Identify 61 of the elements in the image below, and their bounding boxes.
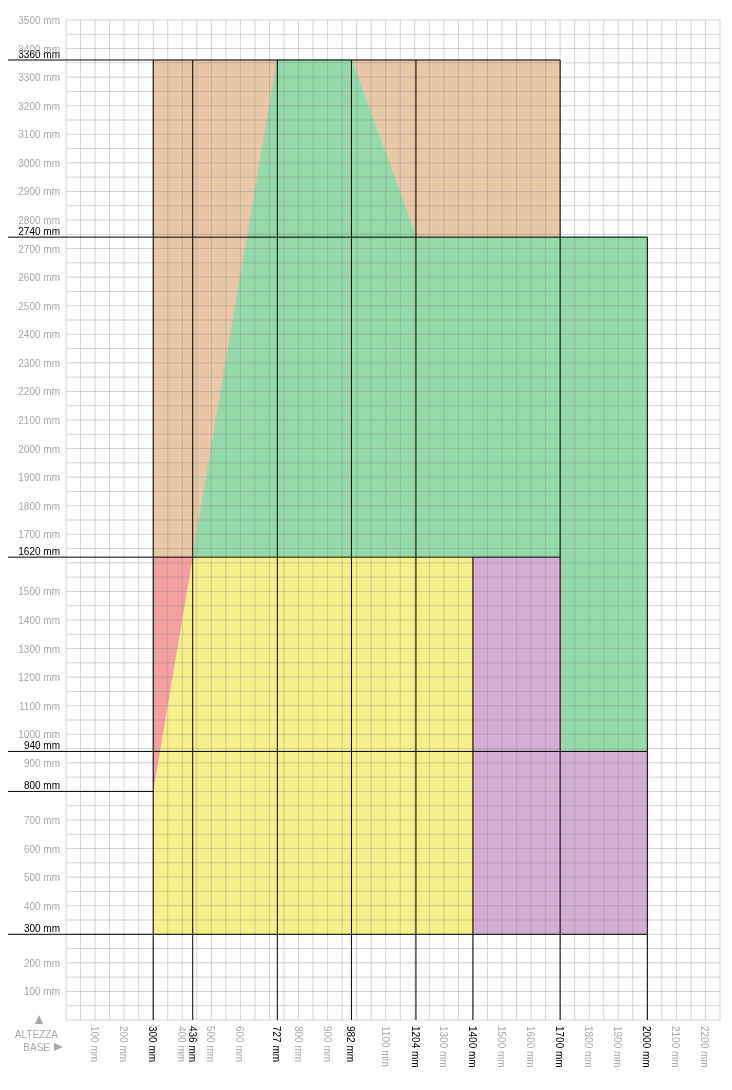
ref-line-label: 2740 mm (18, 226, 60, 238)
x-tick-label: 600 mm (234, 1026, 246, 1063)
x-tick-label: 1300 mm (437, 1026, 449, 1068)
y-tick-label: 3300 mm (18, 72, 60, 84)
ref-line-label: 300 mm (147, 1026, 159, 1063)
y-tick-label: 1700 mm (18, 529, 60, 541)
y-tick-label: 500 mm (23, 872, 60, 884)
ref-line-label: 1204 mm (409, 1026, 421, 1068)
y-tick-label: 900 mm (23, 757, 60, 769)
y-tick-label: 600 mm (23, 843, 60, 855)
ref-line-label: 2000 mm (641, 1026, 653, 1068)
x-axis-title: BASE (23, 1042, 51, 1053)
y-tick-label: 2900 mm (18, 186, 60, 198)
y-tick-label: 1500 mm (18, 586, 60, 598)
x-tick-label: 100 mm (89, 1026, 101, 1063)
y-tick-label: 2300 mm (18, 357, 60, 369)
ref-line-label: 436 mm (186, 1026, 198, 1063)
y-tick-label: 3000 mm (18, 157, 60, 169)
x-tick-label: 1600 mm (525, 1026, 537, 1068)
x-tick-label: 1900 mm (612, 1026, 624, 1068)
ref-line-label: 1700 mm (554, 1026, 566, 1068)
x-tick-label: 1100 mm (379, 1026, 391, 1067)
x-tick-label: 1500 mm (496, 1026, 507, 1068)
ref-line-label: 727 mm (271, 1026, 283, 1063)
ref-line-label: 940 mm (23, 740, 60, 752)
x-tick-label: 500 mm (205, 1026, 217, 1063)
ref-line-label: 800 mm (23, 780, 60, 792)
y-tick-label: 2700 mm (18, 243, 60, 255)
ref-line-label: 300 mm (23, 923, 60, 935)
y-tick-label: 1900 mm (18, 472, 60, 484)
y-axis-title: ALTEZZA (14, 1029, 59, 1040)
y-tick-label: 1300 mm (18, 643, 60, 655)
x-tick-label: 2100 mm (670, 1026, 682, 1068)
x-tick-label: 900 mm (321, 1026, 333, 1063)
y-tick-label: 3100 mm (18, 129, 60, 141)
y-tick-label: 2100 mm (18, 415, 60, 426)
y-tick-label: 2200 mm (18, 386, 60, 398)
y-tick-label: 2800 mm (18, 215, 60, 226)
y-tick-label: 200 mm (23, 957, 60, 969)
y-tick-label: 100 mm (23, 986, 60, 998)
x-tick-label: 400 mm (176, 1026, 188, 1063)
y-tick-label: 1000 mm (18, 729, 60, 741)
ref-line-label: 1400 mm (466, 1026, 478, 1068)
y-tick-label: 1200 mm (18, 672, 60, 684)
x-tick-label: 200 mm (118, 1026, 130, 1063)
y-tick-label: 2000 mm (18, 443, 60, 455)
y-tick-label: 3500 mm (18, 15, 60, 26)
x-tick-label: 2200 mm (699, 1026, 711, 1068)
y-tick-label: 1800 mm (18, 500, 60, 512)
y-tick-label: 400 mm (23, 900, 60, 912)
x-tick-label: 800 mm (292, 1026, 304, 1063)
y-tick-label: 700 mm (23, 815, 60, 826)
ref-line-label: 982 mm (345, 1026, 357, 1063)
x-tick-label: 1800 mm (583, 1026, 595, 1068)
y-tick-label: 2500 mm (18, 300, 60, 312)
ref-line-label: 1620 mm (18, 546, 60, 558)
y-tick-label: 2600 mm (18, 272, 60, 284)
y-tick-label: 1400 mm (18, 615, 60, 626)
y-tick-label: 2400 mm (18, 329, 60, 341)
y-tick-label: 3200 mm (18, 100, 60, 112)
y-tick-label: 1100 mm (19, 700, 60, 712)
